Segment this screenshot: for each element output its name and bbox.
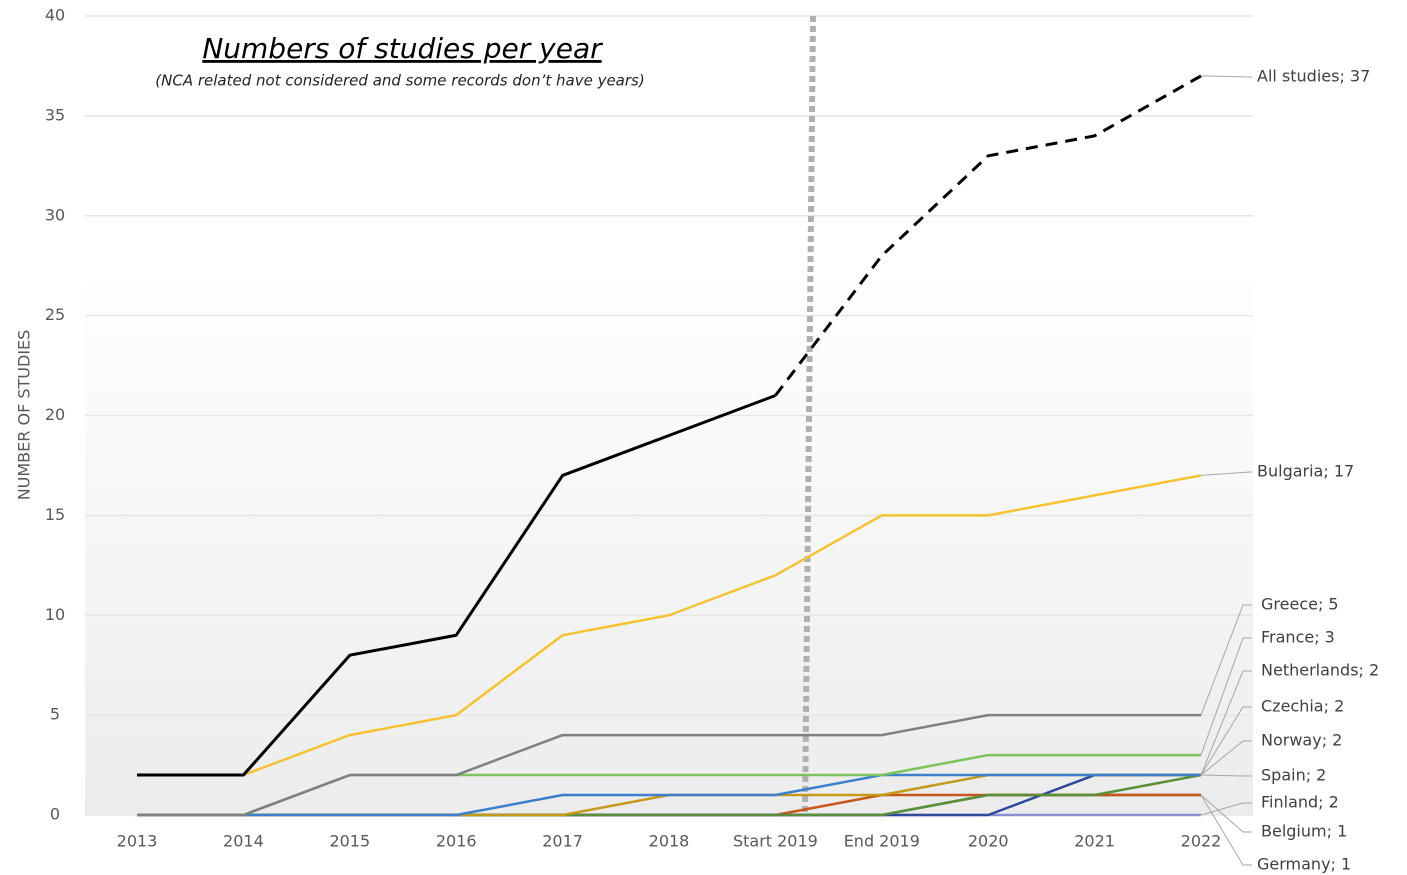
chart-title: Numbers of studies per year — [202, 32, 603, 65]
leader-line — [1200, 794, 1252, 866]
series-label: Bulgaria; 17 — [1257, 462, 1354, 481]
series-line — [137, 713, 1201, 817]
y-tick-label: 40 — [45, 6, 65, 25]
series-label: Spain; 2 — [1261, 766, 1326, 785]
leader-line — [1200, 774, 1252, 777]
y-tick-label: 25 — [45, 305, 65, 324]
series-line — [774, 74, 1202, 397]
y-tick-label: 15 — [45, 505, 65, 524]
y-tick-label: 20 — [45, 405, 65, 424]
series-label: Norway; 2 — [1261, 731, 1342, 750]
y-tick-label: 30 — [45, 205, 65, 224]
y-tick-label: 0 — [50, 805, 60, 824]
series-line — [137, 474, 1202, 777]
series-label: Germany; 1 — [1257, 855, 1351, 874]
series-label: France; 3 — [1261, 628, 1335, 647]
x-tick-label: 2017 — [542, 832, 583, 851]
x-tick-label: 2018 — [649, 832, 690, 851]
series-label: All studies; 37 — [1257, 67, 1370, 86]
plot-shade — [85, 270, 1253, 815]
y-tick-label: 35 — [45, 105, 65, 124]
x-tick-label: 2014 — [223, 832, 264, 851]
series-label: Greece; 5 — [1261, 595, 1339, 614]
x-tick-label: 2016 — [436, 832, 477, 851]
leader-line — [1200, 706, 1252, 776]
series-label: Netherlands; 2 — [1261, 661, 1379, 680]
leader-line — [1200, 794, 1252, 833]
series-label: Finland; 2 — [1261, 793, 1339, 812]
series-line — [137, 773, 1201, 817]
leader-line — [1200, 604, 1252, 716]
x-tick-label: End 2019 — [844, 832, 920, 851]
x-tick-label: 2022 — [1181, 832, 1222, 851]
series-label: Czechia; 2 — [1261, 697, 1344, 716]
y-axis-label: NUMBER OF STUDIES — [15, 330, 34, 501]
leader-line — [1200, 802, 1252, 816]
x-tick-label: Start 2019 — [733, 832, 818, 851]
leader-line — [1200, 670, 1252, 776]
x-tick-label: 2015 — [329, 832, 370, 851]
chart-subtitle: (NCA related not considered and some rec… — [155, 72, 644, 90]
leader-line — [1200, 75, 1252, 78]
x-tick-label: 2020 — [968, 832, 1009, 851]
y-tick-label: 5 — [50, 705, 60, 724]
leader-line — [1200, 637, 1252, 756]
y-tick-label: 10 — [45, 605, 65, 624]
series-line — [137, 394, 776, 777]
x-tick-label: 2021 — [1074, 832, 1115, 851]
leader-line — [1200, 740, 1252, 776]
leader-line — [1200, 471, 1252, 476]
series-label: Belgium; 1 — [1261, 822, 1347, 841]
divider — [802, 15, 816, 816]
x-tick-label: 2013 — [117, 832, 158, 851]
